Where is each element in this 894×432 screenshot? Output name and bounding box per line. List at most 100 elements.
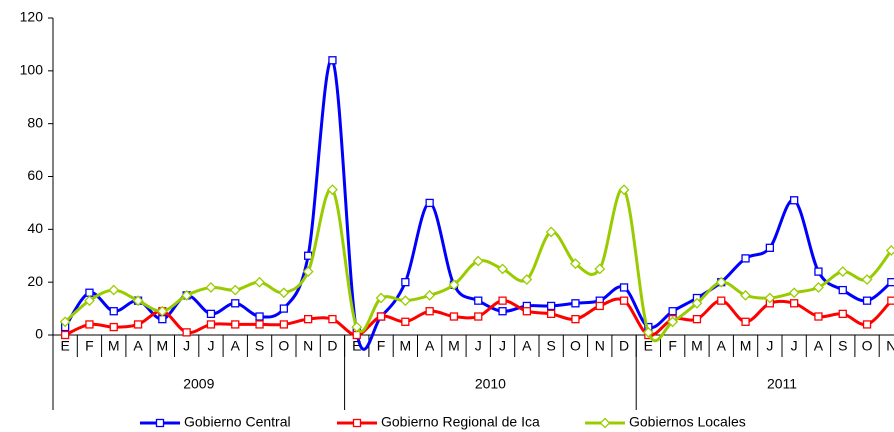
point-marker	[741, 317, 750, 326]
point-marker	[85, 288, 94, 297]
legend-marker	[352, 418, 362, 428]
legend-marker	[155, 418, 165, 428]
x-tick-label: M	[157, 338, 169, 354]
x-tick-label: M	[108, 338, 120, 354]
point-marker	[328, 56, 337, 65]
point-marker	[472, 255, 484, 267]
point-marker	[618, 184, 630, 196]
point-marker	[182, 328, 191, 337]
point-marker	[401, 317, 410, 326]
point-marker	[595, 301, 604, 311]
point-marker	[302, 266, 314, 278]
point-marker	[765, 243, 774, 252]
point-marker	[692, 314, 702, 324]
point-marker	[156, 305, 168, 317]
point-marker	[571, 314, 580, 324]
point-marker	[740, 289, 751, 301]
point-marker	[206, 309, 216, 319]
legend-label: Gobierno Regional de Ica	[381, 414, 540, 430]
x-tick-label: J	[207, 338, 214, 354]
point-marker	[303, 251, 313, 260]
point-marker	[401, 278, 410, 287]
point-marker	[303, 314, 313, 324]
legend-label: Gobierno Central	[184, 414, 291, 430]
x-tick-label: N	[595, 338, 605, 354]
x-tick-label: E	[352, 338, 361, 354]
x-tick-label: N	[303, 338, 313, 354]
point-marker	[133, 320, 143, 329]
x-tick-label: J	[766, 338, 773, 354]
point-marker	[498, 307, 507, 316]
point-marker	[59, 316, 71, 328]
x-tick-label: A	[133, 338, 143, 354]
point-marker	[205, 282, 217, 293]
point-marker	[547, 301, 556, 311]
point-marker	[547, 309, 556, 319]
point-marker	[425, 307, 434, 316]
point-marker	[838, 285, 847, 295]
point-marker	[838, 309, 847, 319]
point-marker	[108, 284, 120, 296]
point-marker	[109, 307, 118, 316]
x-tick-label: J	[475, 338, 482, 354]
point-marker	[497, 263, 508, 275]
point-marker	[498, 296, 507, 305]
point-marker	[717, 296, 726, 305]
point-marker	[181, 289, 193, 301]
point-marker	[570, 258, 581, 270]
x-tick-label: D	[327, 338, 337, 354]
legend-marker	[599, 417, 611, 429]
legend-label: Gobiernos Locales	[629, 414, 746, 430]
point-marker	[668, 307, 677, 316]
point-marker	[231, 320, 240, 329]
point-marker	[132, 295, 144, 307]
x-tick-label: E	[60, 338, 69, 354]
point-marker	[474, 296, 483, 305]
x-tick-label: S	[255, 338, 264, 354]
x-tick-label: S	[838, 338, 847, 354]
point-marker	[61, 330, 70, 340]
point-marker	[109, 322, 118, 332]
x-tick-label: D	[619, 338, 629, 354]
x-tick-label: O	[570, 338, 581, 354]
point-marker	[158, 314, 167, 324]
point-marker	[206, 320, 216, 329]
point-marker	[399, 295, 411, 307]
point-marker	[885, 245, 894, 256]
point-marker	[351, 321, 363, 333]
x-tick-label: J	[499, 338, 506, 354]
point-marker	[229, 284, 241, 296]
point-marker	[571, 299, 580, 308]
point-marker	[279, 320, 289, 329]
point-marker	[741, 254, 750, 263]
point-marker	[425, 198, 434, 208]
x-tick-label: F	[668, 338, 677, 354]
point-marker	[84, 295, 95, 307]
point-marker	[619, 283, 629, 292]
point-marker	[254, 276, 265, 288]
x-tick-label: J	[183, 338, 190, 354]
point-marker	[667, 316, 679, 328]
point-marker	[862, 296, 872, 305]
x-tick-label: M	[740, 338, 752, 354]
point-marker	[837, 266, 849, 278]
x-tick-label: M	[400, 338, 412, 354]
point-marker	[642, 326, 654, 338]
y-tick-label: 100	[20, 62, 44, 78]
x-tick-label: S	[546, 338, 555, 354]
point-marker	[255, 320, 264, 329]
x-tick-label: F	[377, 338, 386, 354]
point-marker	[474, 312, 483, 321]
point-marker	[545, 226, 557, 238]
point-marker	[814, 267, 823, 276]
y-tick-label: 120	[20, 9, 44, 25]
point-marker	[594, 263, 606, 275]
y-tick-label: 80	[27, 114, 43, 130]
group-label: 2010	[475, 376, 506, 392]
point-marker	[328, 314, 337, 324]
x-tick-label: A	[231, 338, 241, 354]
point-marker	[790, 299, 799, 308]
y-tick-label: 60	[27, 167, 43, 183]
point-marker	[522, 307, 531, 316]
